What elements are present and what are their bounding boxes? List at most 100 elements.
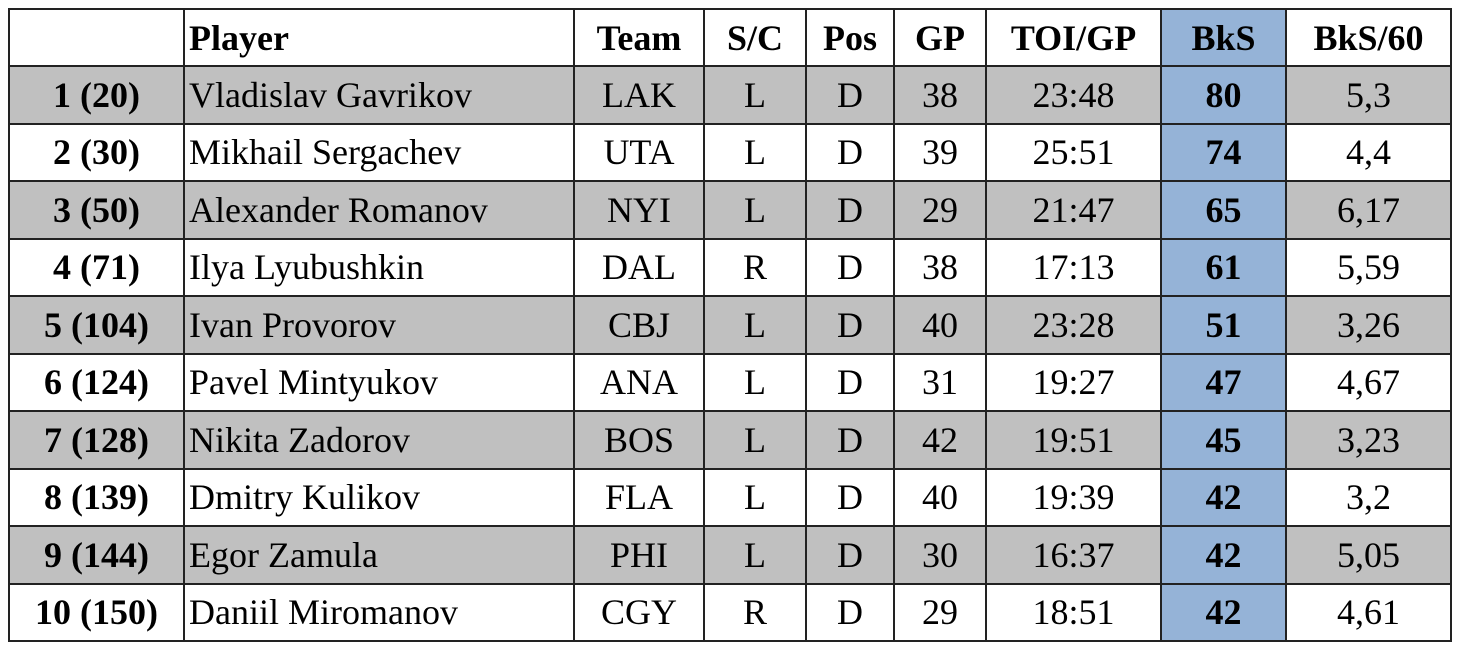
table-cell: 30 <box>893 525 987 585</box>
table-row: 4 (71) Ilya Lyubushkin DAL R D 38 17:13 61 5,59 <box>8 237 1452 297</box>
table-cell: Ivan Provorov <box>183 295 575 355</box>
table-cell: R <box>703 237 807 297</box>
table-cell: L <box>703 410 807 470</box>
table-cell: D <box>805 582 895 642</box>
table-row: 8 (139) Dmitry Kulikov FLA L D 40 19:39 42 3,2 <box>8 467 1452 527</box>
table-row: 6 (124) Pavel Mintyukov ANA L D 31 19:27 47 4,67 <box>8 352 1452 412</box>
table-cell: 38 <box>893 65 987 125</box>
table-row: 3 (50) Alexander Romanov NYI L D 29 21:47 65 6,1… <box>8 180 1452 240</box>
table-cell: 42 <box>1160 467 1287 527</box>
table-cell: 2 (30) <box>8 122 185 182</box>
header-cell: Pos <box>805 8 895 67</box>
table-cell: CBJ <box>573 295 705 355</box>
table-cell: DAL <box>573 237 705 297</box>
table-cell: D <box>805 467 895 527</box>
table-cell: 19:51 <box>985 410 1162 470</box>
table-cell: 5,05 <box>1285 525 1452 585</box>
table-cell: Vladislav Gavrikov <box>183 65 575 125</box>
table-cell: 9 (144) <box>8 525 185 585</box>
table-cell: 7 (128) <box>8 410 185 470</box>
table-row: 9 (144) Egor Zamula PHI L D 30 16:37 42 5,05 <box>8 525 1452 585</box>
header-row: Player Team S/C Pos GP TOI/GP BkS BkS/60 <box>8 8 1452 67</box>
table-cell: D <box>805 352 895 412</box>
table-cell: 65 <box>1160 180 1287 240</box>
table-cell: 4,61 <box>1285 582 1452 642</box>
table-cell: 8 (139) <box>8 467 185 527</box>
table-cell: NYI <box>573 180 705 240</box>
table-cell: 19:27 <box>985 352 1162 412</box>
table-cell: 29 <box>893 180 987 240</box>
corner-cell <box>8 8 185 67</box>
table-row: 7 (128) Nikita Zadorov BOS L D 42 19:51 45 3,23 <box>8 410 1452 470</box>
table-cell: L <box>703 525 807 585</box>
table-cell: 47 <box>1160 352 1287 412</box>
table-cell: 18:51 <box>985 582 1162 642</box>
table-row: 1 (20) Vladislav Gavrikov LAK L D 38 23:48 80 5,… <box>8 65 1452 125</box>
table-cell: 16:37 <box>985 525 1162 585</box>
table-cell: D <box>805 65 895 125</box>
table-cell: 31 <box>893 352 987 412</box>
table-cell: L <box>703 122 807 182</box>
table-cell: 23:48 <box>985 65 1162 125</box>
table-cell: ANA <box>573 352 705 412</box>
table-cell: 3 (50) <box>8 180 185 240</box>
table-cell: LAK <box>573 65 705 125</box>
table-header: Player Team S/C Pos GP TOI/GP BkS BkS/60 <box>8 8 1452 67</box>
table-cell: 6,17 <box>1285 180 1452 240</box>
table-cell: 45 <box>1160 410 1287 470</box>
table-cell: 61 <box>1160 237 1287 297</box>
table-cell: Mikhail Sergachev <box>183 122 575 182</box>
table-cell: 39 <box>893 122 987 182</box>
table-cell: 10 (150) <box>8 582 185 642</box>
table-body: 1 (20) Vladislav Gavrikov LAK L D 38 23:48 80 5,… <box>8 65 1452 642</box>
table-cell: 42 <box>1160 525 1287 585</box>
table-cell: FLA <box>573 467 705 527</box>
table-cell: D <box>805 180 895 240</box>
table-cell: 29 <box>893 582 987 642</box>
table-cell: 40 <box>893 467 987 527</box>
table-row: 5 (104) Ivan Provorov CBJ L D 40 23:28 51 3,26 <box>8 295 1452 355</box>
table-cell: Pavel Mintyukov <box>183 352 575 412</box>
table-cell: PHI <box>573 525 705 585</box>
table-cell: 1 (20) <box>8 65 185 125</box>
table-cell: BOS <box>573 410 705 470</box>
table-cell: 6 (124) <box>8 352 185 412</box>
table-cell: L <box>703 295 807 355</box>
table-cell: Dmitry Kulikov <box>183 467 575 527</box>
header-cell: GP <box>893 8 987 67</box>
header-cell: Player <box>183 8 575 67</box>
table-cell: 5 (104) <box>8 295 185 355</box>
table-cell: R <box>703 582 807 642</box>
table-cell: 3,2 <box>1285 467 1452 527</box>
table-cell: Alexander Romanov <box>183 180 575 240</box>
table-cell: D <box>805 525 895 585</box>
table-cell: 38 <box>893 237 987 297</box>
table-cell: Daniil Miromanov <box>183 582 575 642</box>
table-row: 10 (150) Daniil Miromanov CGY R D 29 18:51 42 4,… <box>8 582 1452 642</box>
table-cell: D <box>805 122 895 182</box>
table-cell: 40 <box>893 295 987 355</box>
stats-table: Player Team S/C Pos GP TOI/GP BkS BkS/60 1 (20)… <box>8 8 1452 642</box>
table-cell: 42 <box>1160 582 1287 642</box>
table-cell: UTA <box>573 122 705 182</box>
table-cell: 19:39 <box>985 467 1162 527</box>
table-cell: 23:28 <box>985 295 1162 355</box>
header-cell: BkS <box>1160 8 1287 67</box>
table-cell: 4 (71) <box>8 237 185 297</box>
header-cell: S/C <box>703 8 807 67</box>
table-cell: L <box>703 352 807 412</box>
table-cell: D <box>805 410 895 470</box>
header-cell: TOI/GP <box>985 8 1162 67</box>
table-cell: L <box>703 467 807 527</box>
table-row: 2 (30) Mikhail Sergachev UTA L D 39 25:51 74 4,4 <box>8 122 1452 182</box>
table-cell: L <box>703 180 807 240</box>
table-cell: L <box>703 65 807 125</box>
table-cell: Nikita Zadorov <box>183 410 575 470</box>
header-cell: Team <box>573 8 705 67</box>
table-cell: Egor Zamula <box>183 525 575 585</box>
table-cell: D <box>805 237 895 297</box>
table-cell: 42 <box>893 410 987 470</box>
table-cell: 74 <box>1160 122 1287 182</box>
table-cell: 51 <box>1160 295 1287 355</box>
